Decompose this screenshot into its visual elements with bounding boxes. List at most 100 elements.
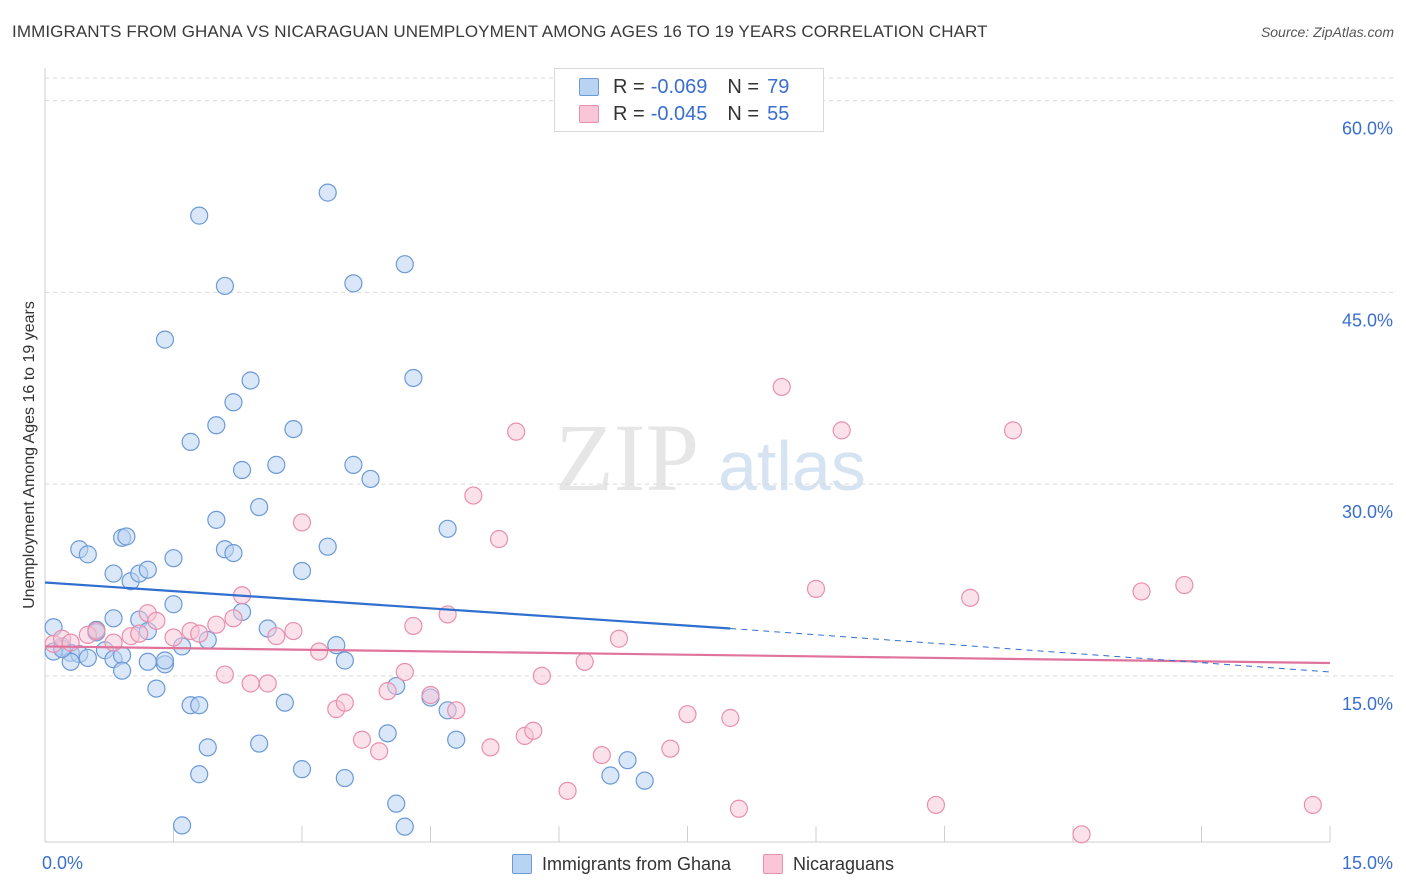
ghana-point bbox=[112, 661, 132, 680]
ghana-point bbox=[172, 816, 192, 835]
ghana-point bbox=[147, 679, 166, 698]
ghana-point bbox=[387, 794, 406, 813]
ghana-point bbox=[378, 724, 397, 743]
nicaraguan-point bbox=[352, 730, 372, 749]
ghana-point bbox=[155, 651, 175, 670]
nicaraguan-point bbox=[926, 795, 946, 815]
nicaraguans-swatch bbox=[579, 105, 599, 123]
nicaraguans-swatch bbox=[763, 854, 783, 874]
ghana-point bbox=[344, 274, 363, 293]
r-value: -0.069 bbox=[650, 75, 708, 98]
ghana-point bbox=[232, 460, 252, 480]
nicaraguan-point bbox=[1175, 575, 1194, 595]
y-axis-label: Unemployment Among Ages 16 to 19 years bbox=[21, 301, 38, 609]
ghana-point bbox=[164, 549, 183, 568]
trend-lines bbox=[44, 581, 1331, 673]
ghana-point bbox=[215, 276, 234, 296]
n-label: N = bbox=[727, 102, 760, 125]
watermark-atlas: atlas bbox=[718, 427, 866, 505]
y-tick-label: 60.0% bbox=[1342, 119, 1393, 139]
legend-row-nicaraguans: R = -0.045 N = 55 bbox=[579, 100, 789, 128]
ghana-point bbox=[190, 206, 209, 225]
nicaraguan-point bbox=[370, 742, 389, 761]
ghana-swatch bbox=[579, 78, 599, 96]
ghana-point bbox=[224, 543, 243, 563]
ghana-point bbox=[635, 771, 654, 790]
nicaraguan-point bbox=[507, 422, 526, 441]
r-value: -0.045 bbox=[650, 102, 708, 125]
legend-item-ghana: Immigrants from Ghana bbox=[511, 853, 731, 875]
ghana-point bbox=[181, 432, 200, 451]
legend-label-ghana: Immigrants from Ghana bbox=[541, 853, 731, 874]
ghana-trend-line bbox=[44, 581, 731, 630]
nicaraguan-point bbox=[721, 708, 740, 728]
r-label: R = bbox=[613, 102, 645, 125]
nicaraguan-point bbox=[464, 486, 483, 505]
nicaraguan-point bbox=[130, 624, 149, 643]
nicaraguan-point bbox=[61, 633, 80, 652]
y-tick-label: 45.0% bbox=[1342, 310, 1393, 330]
ghana-point bbox=[104, 564, 123, 583]
ghana-point bbox=[267, 455, 286, 474]
nicaraguan-point bbox=[104, 633, 123, 652]
ghana-point bbox=[275, 693, 294, 712]
r-label: R = bbox=[613, 75, 645, 98]
legend-label-nicaraguans: Nicaraguans bbox=[793, 853, 895, 874]
ghana-point bbox=[155, 330, 175, 349]
ghana-point bbox=[395, 255, 414, 274]
nicaraguan-point bbox=[1132, 582, 1151, 601]
chart-title: IMMIGRANTS FROM GHANA VS NICARAGUAN UNEM… bbox=[12, 22, 988, 41]
ghana-point bbox=[190, 696, 209, 715]
nicaraguan-point bbox=[190, 624, 209, 643]
n-value: 79 bbox=[767, 75, 790, 98]
ghana-swatch bbox=[511, 854, 532, 874]
nicaraguan-point bbox=[421, 685, 440, 705]
correlation-legend: R = -0.069 N = 79 R = -0.045 N = 55 bbox=[554, 68, 824, 132]
ghana-point bbox=[292, 561, 312, 581]
ghana-point bbox=[250, 497, 269, 517]
series-legend: Immigrants from Ghana Nicaraguans bbox=[0, 850, 1406, 878]
nicaraguan-point bbox=[207, 615, 226, 634]
nicaraguan-point bbox=[447, 701, 466, 720]
y-tick-labels: 15.0% 30.0% 45.0% 60.0% bbox=[1342, 119, 1393, 714]
nicaraguan-point bbox=[224, 609, 243, 628]
nicaraguan-point bbox=[404, 616, 423, 636]
ghana-point bbox=[117, 527, 136, 546]
nicaraguan-point bbox=[678, 705, 697, 724]
ghana-point bbox=[404, 368, 423, 388]
watermark: ZIP atlas bbox=[555, 404, 866, 511]
x-tick-label-end: 15.0% bbox=[1342, 853, 1393, 873]
ghana-point bbox=[250, 734, 269, 753]
ghana-trend-extension bbox=[730, 628, 1331, 673]
nicaraguan-point bbox=[575, 652, 594, 671]
ghana-point bbox=[318, 183, 337, 202]
ghana-point bbox=[344, 455, 363, 474]
ghana-point bbox=[618, 751, 637, 770]
nicaraguan-point bbox=[267, 627, 286, 646]
ghana-point bbox=[190, 765, 209, 784]
nicaraguan-point bbox=[1072, 825, 1091, 844]
nicaraguans-trend-line bbox=[44, 645, 1331, 665]
ghana-point bbox=[335, 768, 354, 788]
nicaraguan-point bbox=[258, 674, 277, 693]
nicaraguan-point bbox=[961, 588, 980, 607]
n-value: 55 bbox=[767, 102, 790, 125]
nicaraguan-point bbox=[489, 529, 509, 549]
nicaraguan-point bbox=[1003, 421, 1023, 440]
y-tick-label: 30.0% bbox=[1342, 502, 1393, 522]
nicaraguan-point bbox=[661, 739, 680, 758]
ghana-point bbox=[284, 419, 303, 439]
ghana-point bbox=[207, 416, 226, 435]
ghana-point bbox=[241, 371, 260, 390]
ghana-point bbox=[61, 652, 80, 671]
ghana-point bbox=[198, 738, 217, 757]
nicaraguan-point bbox=[395, 662, 414, 682]
nicaraguan-point bbox=[87, 621, 106, 641]
x-tick-labels: 0.0% 15.0% bbox=[42, 853, 1393, 873]
nicaraguan-point bbox=[215, 665, 234, 684]
ghana-point bbox=[601, 766, 620, 785]
nicaraguan-point bbox=[147, 611, 166, 630]
nicaraguan-point bbox=[806, 579, 826, 598]
nicaraguan-point bbox=[1303, 795, 1322, 815]
